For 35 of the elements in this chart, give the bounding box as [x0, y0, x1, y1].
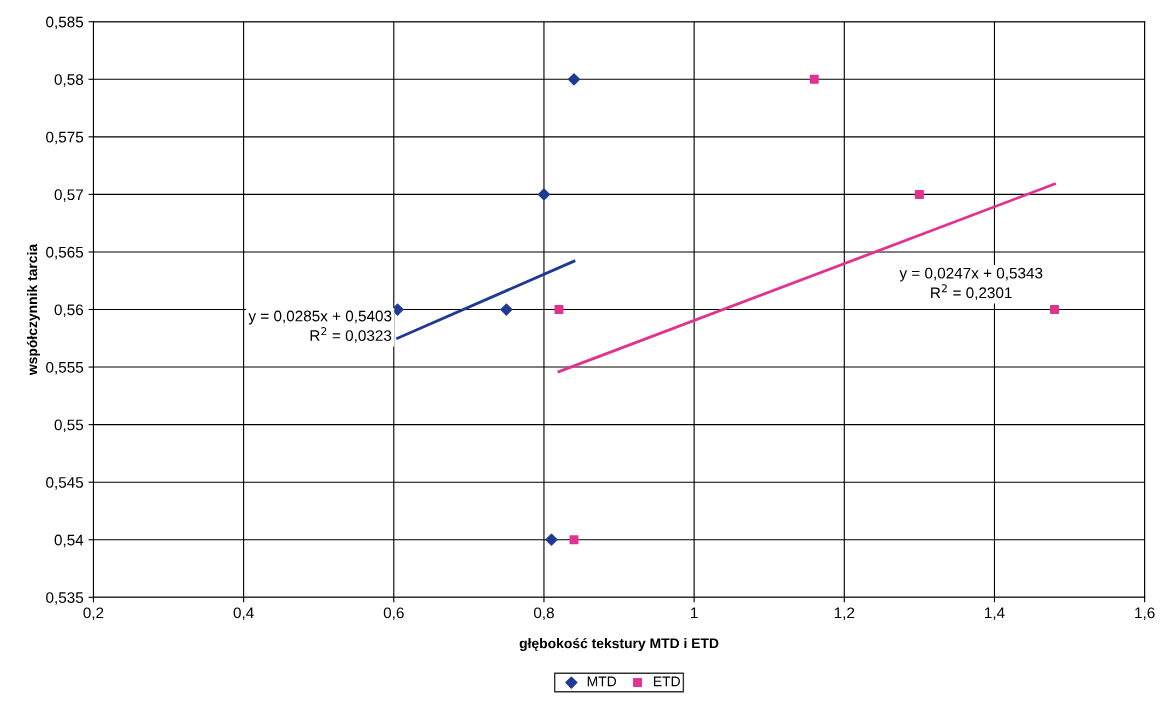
y-tick-label: 0,58 [54, 74, 84, 87]
x-tick-label: 1 [691, 607, 698, 619]
point [554, 305, 564, 315]
y-tick-label: 0,57 [54, 189, 83, 202]
x-tick-label: 0,8 [533, 607, 554, 621]
x-tick-label: 0,2 [83, 607, 104, 621]
y-tick-label: 0,565 [46, 246, 84, 260]
point [567, 73, 581, 86]
y-tick-label: 0,575 [46, 131, 84, 145]
annotation: y = 0,0285x + 0,5403 R$^{2}$ = 0,0323 [248, 310, 392, 343]
annotation: y = 0,0247x + 0,5343 R$^{2}$ = 0,2301 [899, 267, 1043, 300]
point [914, 189, 924, 199]
point [809, 74, 819, 84]
point [537, 188, 551, 201]
y-tick-label: 0,535 [46, 592, 84, 605]
x-tick-label: 1,6 [1135, 607, 1155, 621]
x-axis-title: głębokość tekstury MTD i ETD [519, 637, 719, 652]
point [1050, 305, 1060, 315]
y-tick-label: 0,545 [46, 477, 84, 490]
x-tick-label: 1,4 [985, 607, 1005, 621]
point [500, 303, 513, 316]
y-tick-label: 0,54 [54, 534, 84, 548]
y-tick-label: 0,56 [54, 304, 84, 317]
point [391, 303, 404, 316]
x-tick-label: 1,2 [834, 607, 855, 621]
y-tick-label: 0,555 [46, 361, 84, 375]
point [569, 535, 579, 545]
y-tick-label: 0,585 [46, 16, 84, 30]
x-tick-label: 0,4 [233, 607, 254, 621]
legend-label: MTD [587, 676, 617, 687]
y-tick-label: 0,55 [54, 419, 84, 433]
x-tick-label: 0,6 [383, 607, 404, 621]
point [545, 533, 558, 546]
legend-label: ETD [653, 676, 680, 687]
y-axis-title: współczynnik tarcia [26, 243, 40, 376]
